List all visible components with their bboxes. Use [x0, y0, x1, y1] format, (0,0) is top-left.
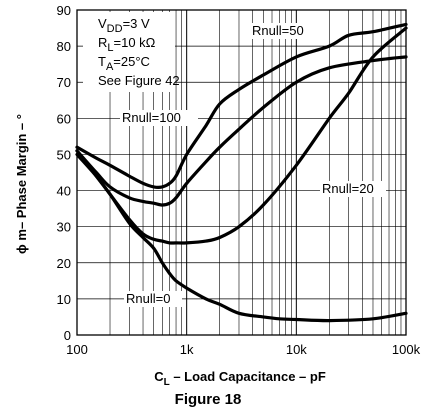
- y-tick-label: 80: [57, 39, 71, 54]
- x-tick-label: 10k: [286, 342, 307, 357]
- y-tick-label: 10: [57, 292, 71, 307]
- figure-caption: Figure 18: [175, 391, 242, 408]
- series-label: Rnull=0: [126, 291, 170, 306]
- condition-sub: DD: [107, 23, 123, 35]
- condition-rest: =10 kΩ: [114, 35, 156, 50]
- x-tick-label: 100k: [392, 342, 421, 357]
- series-label-bg: [250, 23, 322, 39]
- y-tick-label: 50: [57, 147, 71, 162]
- x-axis-title: CL – Load Capacitance – pF: [154, 369, 326, 388]
- series-lines: [75, 22, 408, 323]
- x-tick-label: 1k: [180, 342, 194, 357]
- y-tick-label: 40: [57, 184, 71, 199]
- y-tick-labels: 0 10 20 30 40 50 60 70 80 90: [57, 3, 71, 343]
- condition-sub: A: [106, 61, 114, 73]
- plot-frame: [76, 9, 407, 336]
- condition-rest: =3 V: [123, 16, 150, 31]
- y-axis-title: ϕ m– Phase Margin – °: [14, 114, 29, 254]
- series-label: Rnull=50: [252, 23, 304, 38]
- series-label: Rnull=100: [122, 110, 181, 125]
- y-tick-label: 70: [57, 75, 71, 90]
- x-tick-label: 100: [66, 342, 88, 357]
- x-axis-title-rest: – Load Capacitance – pF: [170, 369, 326, 384]
- x-axis-title-main: C: [154, 369, 164, 384]
- condition-sub: L: [107, 42, 113, 54]
- y-tick-label: 90: [57, 3, 71, 18]
- series-label-bg: [320, 181, 386, 197]
- y-tick-label: 20: [57, 256, 71, 271]
- y-tick-label: 0: [64, 328, 71, 343]
- x-axis-title-sub: L: [164, 377, 170, 388]
- series-line-rnull-0: [75, 152, 408, 323]
- condition-main: V: [98, 16, 107, 31]
- condition-main: R: [98, 35, 107, 50]
- series-labels: Rnull=50 Rnull=100 Rnull=20 Rnull=0: [120, 23, 386, 307]
- series-label-bg: [124, 291, 182, 307]
- condition-line: TA=25°C: [98, 54, 150, 73]
- series-line-rnull-20: [75, 26, 408, 245]
- y-tick-label: 60: [57, 111, 71, 126]
- series-line-rnull-50: [75, 22, 408, 189]
- condition-main: T: [98, 54, 106, 69]
- condition-line: RL=10 kΩ: [98, 35, 156, 54]
- condition-main: See Figure 42: [98, 73, 180, 88]
- condition-line: VDD=3 V: [98, 16, 150, 35]
- x-tick-labels: 100 1k 10k 100k: [66, 342, 420, 357]
- conditions-bg: [83, 12, 175, 92]
- series-line-rnull-100: [75, 55, 408, 207]
- y-tick-label: 30: [57, 220, 71, 235]
- series-label: Rnull=20: [322, 181, 374, 196]
- series-label-bg: [120, 110, 198, 126]
- condition-line: See Figure 42: [98, 73, 180, 88]
- condition-rest: =25°C: [113, 54, 150, 69]
